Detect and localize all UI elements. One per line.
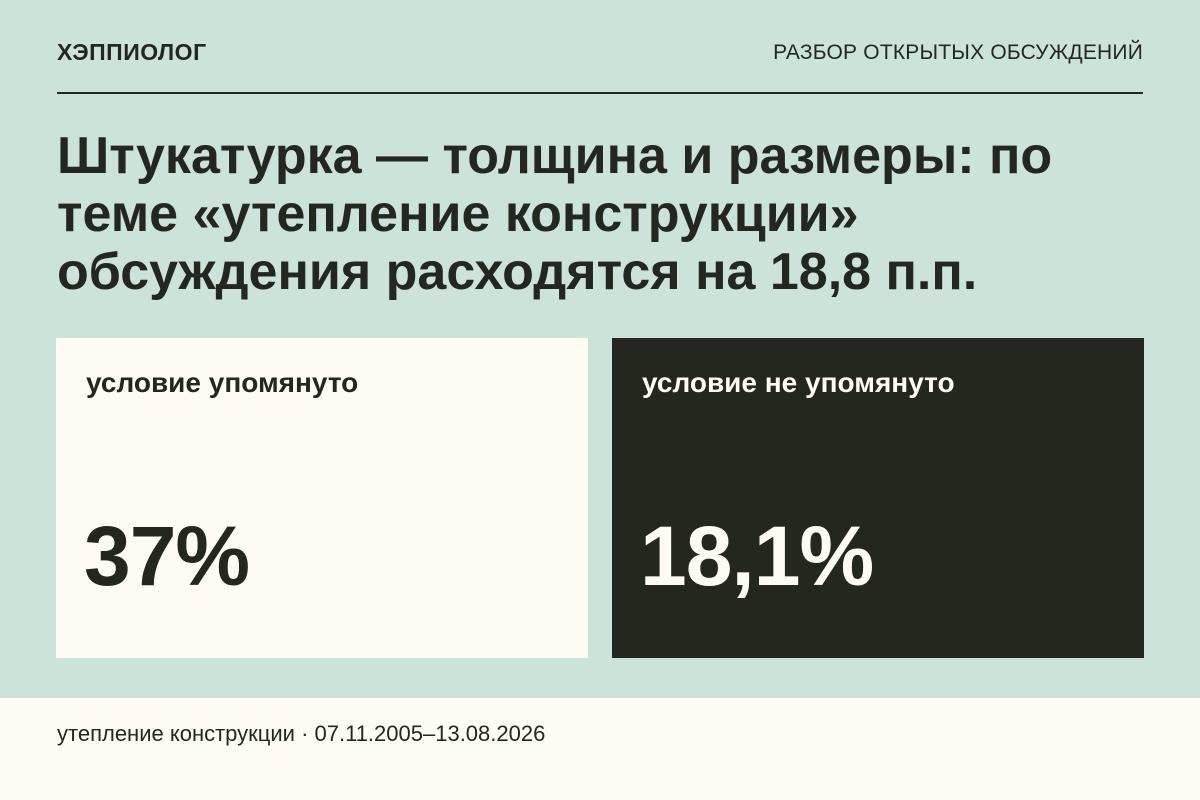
stat-card-mentioned: условие упомянуто 37% bbox=[56, 338, 588, 658]
headline: Штукатурка — толщина и размеры: по теме … bbox=[57, 127, 1053, 301]
infographic-panel: ХЭППИОЛОГ РАЗБОР ОТКРЫТЫХ ОБСУЖДЕНИЙ Шту… bbox=[0, 0, 1200, 698]
stat-card-label: условие упомянуто bbox=[86, 367, 359, 398]
stat-card-not-mentioned: условие не упомянуто 18,1% bbox=[612, 338, 1144, 658]
stat-card-value: 18,1% bbox=[640, 509, 874, 603]
brand-logo-text: ХЭППИОЛОГ bbox=[57, 39, 207, 65]
section-label: РАЗБОР ОТКРЫТЫХ ОБСУЖДЕНИЙ bbox=[773, 41, 1143, 64]
stat-card-value: 37% bbox=[84, 509, 250, 603]
footer-caption: утепление конструкции · 07.11.2005–13.08… bbox=[57, 721, 546, 746]
footer-bar: утепление конструкции · 07.11.2005–13.08… bbox=[0, 698, 1200, 800]
header-divider bbox=[57, 92, 1143, 94]
stat-card-label: условие не упомянуто bbox=[642, 367, 955, 398]
